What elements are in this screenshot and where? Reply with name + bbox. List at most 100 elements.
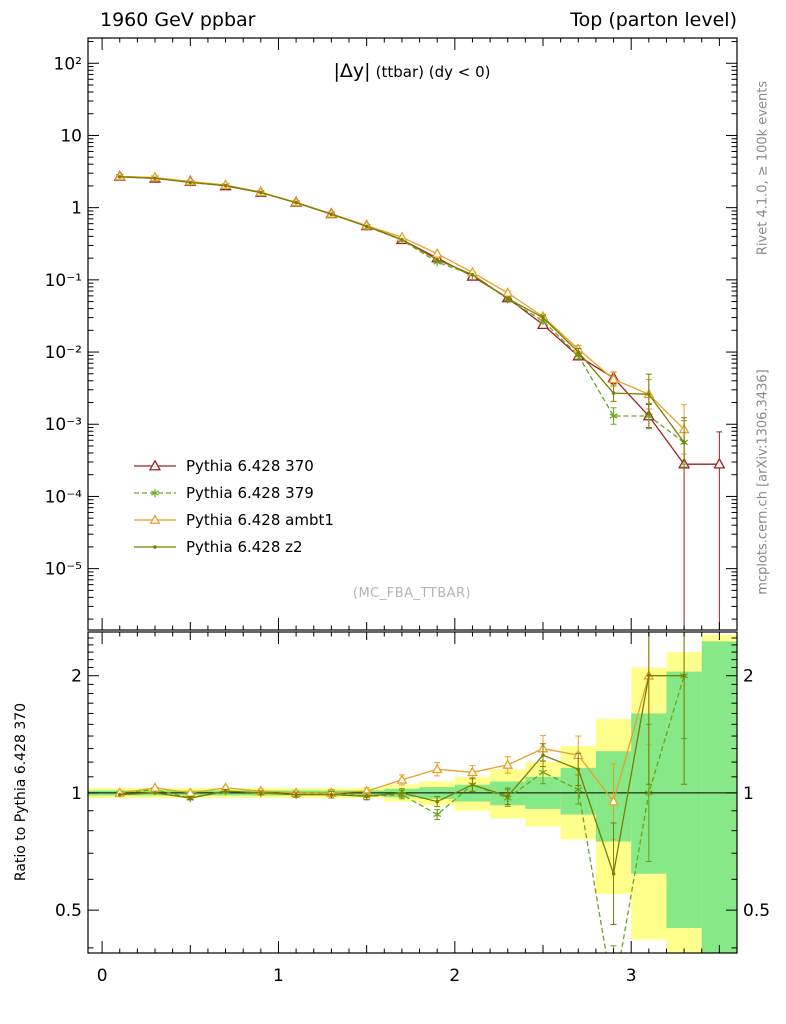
legend-marker-sample [134, 458, 176, 470]
svg-text:10²: 10² [54, 54, 82, 74]
legend-label: Pythia 6.428 ambt1 [186, 510, 334, 529]
plot-title-observable: |Δy| [333, 60, 371, 82]
marker-dot [223, 789, 228, 794]
marker-dot [364, 224, 369, 229]
marker-dot [435, 799, 439, 804]
svg-text:10⁻³: 10⁻³ [45, 415, 82, 435]
plot-title-note: (ttbar) (dy < 0) [375, 63, 491, 81]
marker-dot [259, 791, 263, 795]
axis-ticks [88, 38, 738, 953]
marker-dot [153, 176, 157, 181]
legend-label: Pythia 6.428 z2 [186, 537, 303, 556]
marker-star [151, 489, 159, 496]
svg-text:0.5: 0.5 [55, 901, 82, 921]
ratio-axis-label: Ratio to Pythia 6.428 370 [13, 702, 29, 882]
marker-dot [470, 272, 475, 277]
marker-triangle [502, 287, 514, 297]
series-main-pythia-6.428-370 [113, 169, 726, 630]
legend-item-3: Pythia 6.428 ambt1 [132, 506, 334, 533]
svg-text:10: 10 [60, 126, 82, 146]
series-main-pythia-6.428-379 [115, 172, 689, 465]
svg-text:1: 1 [71, 784, 82, 804]
legend-marker-sample [134, 513, 176, 524]
marker-triangle [608, 373, 619, 384]
marker-triangle [149, 513, 161, 524]
marker-dot [223, 183, 228, 188]
marker-triangle [431, 763, 443, 774]
marker-dot [541, 753, 545, 757]
marker-triangle [396, 774, 408, 784]
svg-text:0.5: 0.5 [743, 901, 770, 921]
marker-dot [400, 237, 404, 242]
marker-dot [153, 544, 157, 549]
marker-dot [364, 794, 369, 799]
legend-item-4: Pythia 6.428 z2 [132, 533, 334, 560]
marker-dot [647, 673, 651, 678]
rivet-version-label: Rivet 4.1.0, ≥ 100k events [755, 80, 771, 256]
marker-dot [505, 296, 510, 301]
marker-triangle [148, 458, 162, 470]
header-process: Top (parton level) [570, 9, 737, 31]
marker-triangle [608, 795, 619, 806]
marker-star [610, 994, 617, 998]
marker-dot [188, 180, 193, 185]
svg-text:10⁻⁴: 10⁻⁴ [45, 487, 83, 507]
svg-text:2: 2 [743, 667, 754, 687]
legend-item-2: Pythia 6.428 379 [132, 479, 334, 506]
marker-dot [153, 791, 157, 795]
header-beam: 1960 GeV ppbar [100, 9, 256, 31]
svg-text:2: 2 [449, 966, 460, 986]
legend-label: Pythia 6.428 370 [186, 456, 314, 475]
main-panel [113, 169, 726, 630]
marker-dot [329, 212, 334, 217]
marker-dot [611, 871, 616, 876]
legend-label: Pythia 6.428 379 [186, 483, 314, 502]
marker-dot [400, 791, 404, 795]
marker-star [610, 994, 617, 998]
svg-text:10⁻²: 10⁻² [45, 343, 82, 363]
series-main-pythia-6.428-ambt1 [114, 170, 690, 455]
marker-star [574, 786, 583, 793]
marker-dot [541, 315, 545, 320]
svg-text:1: 1 [273, 966, 284, 986]
marker-dot [435, 257, 439, 262]
marker-dot [117, 792, 122, 797]
green-uncertainty-band [701, 641, 737, 953]
marker-dot [576, 350, 581, 354]
svg-text:3: 3 [626, 966, 637, 986]
marker-dot [505, 794, 510, 799]
marker-dot [682, 673, 686, 678]
main-panel-frame [87, 37, 738, 631]
marker-dot [647, 392, 651, 397]
series-main-pythia-6.428-z2 [117, 175, 688, 468]
ratio-panel [88, 632, 737, 998]
svg-text:10⁻⁵: 10⁻⁵ [45, 560, 82, 580]
svg-text:2: 2 [71, 667, 82, 687]
series-ratio-pythia-6.428-z2 [117, 632, 688, 926]
legend-item-1: Pythia 6.428 370 [132, 452, 334, 479]
marker-dot [329, 792, 334, 797]
marker-dot [117, 175, 122, 179]
axis-tick-labels: 10² 10 1 10⁻¹ 10⁻² 10⁻³ 10⁻⁴ 10⁻⁵ 2 2 1 1 0.5 0.5 0 1 2 3 [45, 54, 770, 986]
marker-dot [259, 190, 263, 195]
marker-dot [294, 200, 298, 205]
marker-triangle [431, 247, 443, 258]
marker-star [644, 790, 653, 796]
marker-dot [294, 792, 298, 797]
plot-title: |Δy| (ttbar) (dy < 0) [333, 60, 490, 82]
svg-text:1: 1 [743, 784, 754, 804]
svg-text:1: 1 [71, 199, 82, 219]
marker-star [539, 769, 547, 775]
marker-dot [611, 391, 616, 395]
marker-triangle [713, 457, 726, 469]
marker-star [609, 413, 618, 419]
legend-marker-sample [134, 544, 176, 549]
mcplots-credit-label: mcplots.cern.ch [arXiv:1306.3436] [755, 369, 771, 595]
marker-star [433, 811, 442, 818]
marker-dot [682, 440, 686, 445]
marker-triangle [467, 766, 478, 777]
marker-dot [576, 767, 581, 772]
svg-text:0: 0 [97, 966, 108, 986]
